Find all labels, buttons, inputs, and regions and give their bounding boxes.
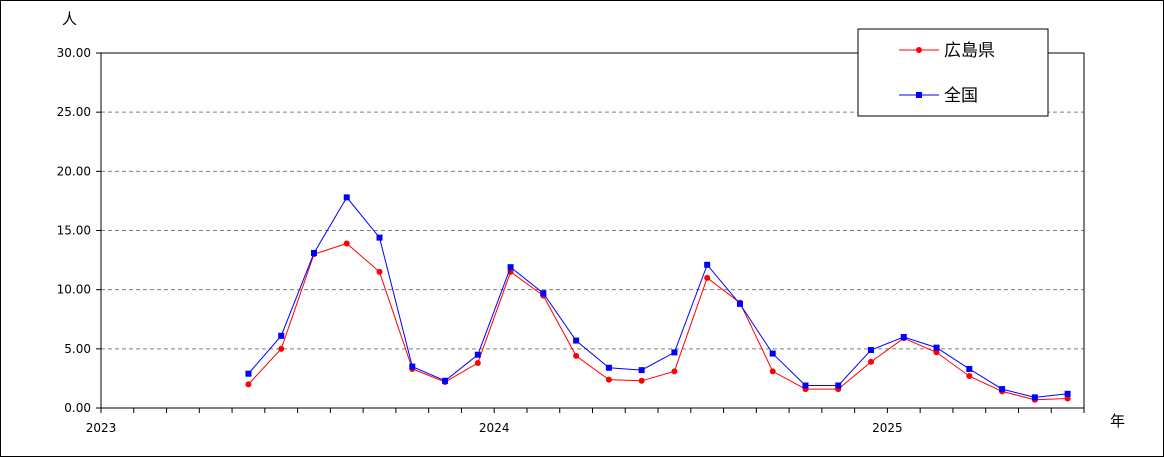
data-point	[474, 351, 481, 358]
data-point	[638, 367, 645, 374]
x-year-label: 2023	[86, 421, 117, 435]
series-line	[248, 196, 1068, 398]
data-point	[278, 345, 285, 352]
data-point	[409, 363, 416, 370]
data-point	[933, 349, 940, 356]
series-0	[245, 240, 1071, 403]
data-point	[868, 358, 875, 365]
data-point	[933, 344, 940, 351]
data-point	[671, 368, 678, 375]
y-tick-label: 5.00	[64, 342, 91, 356]
legend-swatch-marker	[916, 47, 922, 53]
y-tick-label: 15.00	[57, 224, 91, 238]
x-year-label: 2025	[872, 421, 903, 435]
grid-lines	[101, 111, 1084, 350]
x-axis-label: 年	[1110, 412, 1125, 430]
data-point	[376, 268, 383, 275]
data-point	[769, 368, 776, 375]
y-axis-ticks: 0.00 5.00 10.00 15.00 20.00 25.00 30.00	[57, 46, 101, 415]
data-point	[966, 365, 973, 372]
data-point	[802, 382, 809, 389]
data-point	[704, 274, 711, 281]
data-point	[999, 386, 1006, 393]
legend-item: 全国	[899, 86, 978, 106]
legend-label: 広島県	[944, 41, 995, 61]
data-point	[245, 370, 252, 377]
data-point	[1064, 395, 1071, 402]
data-point	[868, 347, 875, 354]
data-point	[442, 377, 449, 384]
data-point	[507, 264, 514, 271]
data-point	[474, 360, 481, 367]
data-point	[835, 382, 842, 389]
data-point	[736, 300, 743, 307]
y-tick-label: 30.00	[57, 46, 91, 60]
data-point	[638, 377, 645, 384]
data-point	[540, 290, 547, 297]
data-point	[704, 261, 711, 268]
x-year-label: 2024	[479, 421, 510, 435]
series-line	[248, 242, 1068, 401]
data-point	[671, 349, 678, 356]
data-point	[278, 332, 285, 339]
data-point	[573, 352, 580, 359]
legend-box	[857, 28, 1049, 117]
series-layer	[245, 194, 1071, 403]
data-point	[376, 234, 383, 241]
data-point	[769, 350, 776, 357]
data-point	[573, 337, 580, 344]
x-axis-ticks: 2023 2024 2025	[86, 408, 1085, 435]
y-tick-label: 25.00	[57, 105, 91, 119]
data-point	[900, 334, 907, 340]
y-axis-label: 人	[62, 10, 77, 28]
data-point	[1031, 394, 1038, 401]
data-point	[343, 194, 350, 201]
data-point	[343, 240, 350, 247]
y-tick-label: 0.00	[64, 401, 91, 415]
legend-item: 広島県	[899, 41, 995, 61]
y-tick-label: 20.00	[57, 164, 91, 178]
y-tick-label: 10.00	[57, 283, 91, 297]
legend-swatch-marker	[916, 92, 922, 98]
data-point	[605, 376, 612, 383]
legend-label: 全国	[944, 86, 978, 106]
data-point	[245, 381, 252, 388]
series-1	[245, 194, 1071, 401]
data-point	[605, 364, 612, 371]
data-point	[966, 373, 973, 380]
data-point	[310, 249, 317, 256]
data-point	[1064, 390, 1071, 397]
